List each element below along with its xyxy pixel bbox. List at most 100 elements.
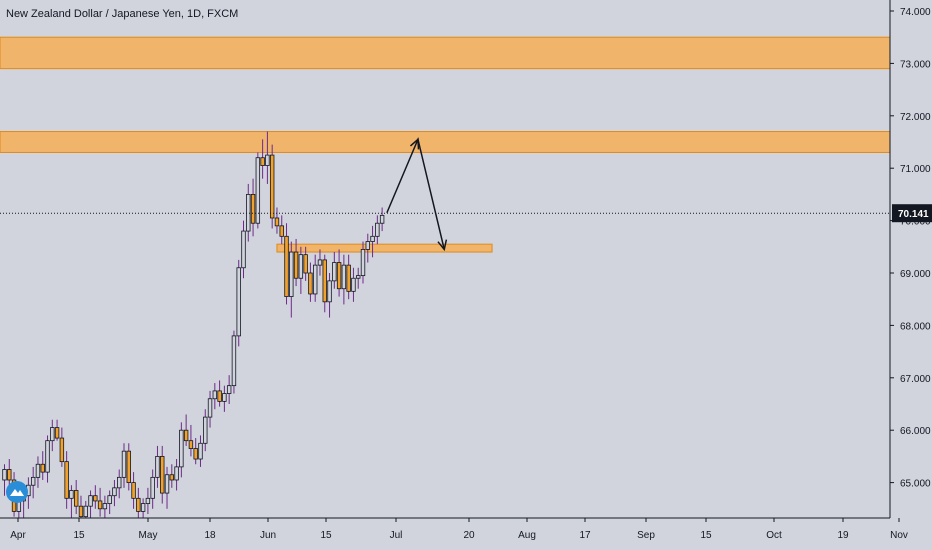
x-tick-label: Sep	[637, 530, 655, 541]
candle-body	[145, 497, 151, 504]
candle-body	[117, 476, 122, 489]
y-tick-label: 71.000	[900, 164, 931, 175]
candle-body	[341, 264, 347, 290]
y-tick-label: 74.000	[900, 7, 931, 18]
candle-body	[35, 463, 41, 478]
arrow-up-head	[409, 137, 420, 150]
candle-body	[212, 390, 218, 400]
candle-body	[351, 277, 356, 292]
candle-body	[40, 463, 45, 473]
candle-body	[293, 251, 299, 279]
projection-path	[386, 136, 445, 250]
candle-body	[69, 490, 74, 499]
candle-body	[136, 497, 141, 512]
candle-body	[241, 230, 246, 269]
y-tick-label: 67.000	[900, 374, 931, 385]
candle-body	[179, 429, 184, 468]
candle-body	[2, 469, 7, 481]
x-tick-label: Oct	[766, 530, 782, 541]
candle-body	[308, 272, 313, 295]
zones-layer	[0, 36, 891, 253]
x-tick-label: Nov	[890, 530, 908, 541]
current-price-label: 70.141	[898, 209, 929, 220]
x-tick-label: 15	[700, 530, 712, 541]
y-tick-label: 68.000	[900, 321, 931, 332]
candle-body	[50, 427, 55, 442]
candle-body	[360, 249, 366, 277]
candle-body	[160, 455, 165, 494]
candle-body	[183, 429, 189, 442]
zone-0	[0, 36, 891, 70]
x-tick-label: 17	[579, 530, 591, 541]
candle-body	[64, 461, 69, 499]
candle-body	[78, 505, 84, 518]
x-tick-label: 15	[73, 530, 85, 541]
candle-body	[198, 442, 203, 460]
candle-body	[164, 474, 170, 494]
candle-body	[303, 254, 308, 274]
candle-body	[174, 466, 179, 481]
candle-body	[7, 469, 12, 481]
zone-1	[0, 131, 891, 153]
candle-body	[203, 416, 208, 444]
candle-body	[365, 241, 370, 250]
candle-body	[121, 450, 127, 478]
candle-body	[379, 214, 385, 224]
x-tick-label: Jul	[390, 530, 403, 541]
candle-body	[54, 427, 60, 439]
candle-body	[317, 259, 323, 266]
y-tick-label: 72.000	[900, 112, 931, 123]
y-tick-label: 65.000	[900, 479, 931, 490]
candle-body	[279, 225, 284, 237]
candle-body	[298, 254, 304, 279]
candle-body	[356, 275, 361, 279]
candle-body	[188, 440, 194, 449]
candle-body	[231, 335, 237, 387]
candle-body	[370, 235, 375, 242]
y-tick-label: 69.000	[900, 269, 931, 280]
annotation-layer	[386, 136, 448, 252]
candle-body	[255, 157, 261, 224]
candle-body	[107, 495, 112, 504]
tradingview-logo-icon[interactable]	[6, 481, 28, 503]
x-tick-label: 20	[463, 530, 475, 541]
candle-body	[83, 505, 88, 518]
x-tick-label: 19	[837, 530, 849, 541]
candle-body	[102, 503, 108, 510]
y-axis-bg	[891, 0, 932, 550]
candle-body	[260, 157, 265, 166]
candle-body	[140, 503, 146, 512]
current-price-badge	[892, 204, 932, 223]
candle-body	[226, 385, 232, 394]
candle-body	[265, 154, 270, 166]
candle-body	[150, 476, 155, 499]
candle-body	[289, 251, 294, 297]
candle-body	[93, 495, 98, 502]
candle-body	[346, 264, 351, 292]
candle-body	[169, 474, 174, 481]
candle-body	[207, 398, 213, 418]
candle-body	[250, 193, 256, 224]
candle-body	[336, 262, 342, 290]
x-tick-label: Jun	[260, 530, 276, 541]
x-tick-label: 15	[320, 530, 332, 541]
candle-body	[155, 455, 160, 478]
candle-body	[327, 280, 332, 303]
candle-body	[88, 495, 93, 507]
zone-2	[276, 243, 493, 253]
candle-body	[322, 259, 327, 303]
candle-body	[222, 393, 227, 402]
candle-body	[375, 222, 380, 237]
candle-body	[45, 440, 50, 473]
candle-body	[274, 217, 280, 227]
candle-body	[284, 235, 289, 297]
x-tick-label: Aug	[518, 530, 536, 541]
candle-body	[193, 448, 198, 460]
chart-title: New Zealand Dollar / Japanese Yen, 1D, F…	[6, 8, 239, 20]
candle-body	[269, 154, 275, 219]
x-tick-label: May	[139, 530, 158, 541]
arrow-down-head	[437, 239, 448, 252]
